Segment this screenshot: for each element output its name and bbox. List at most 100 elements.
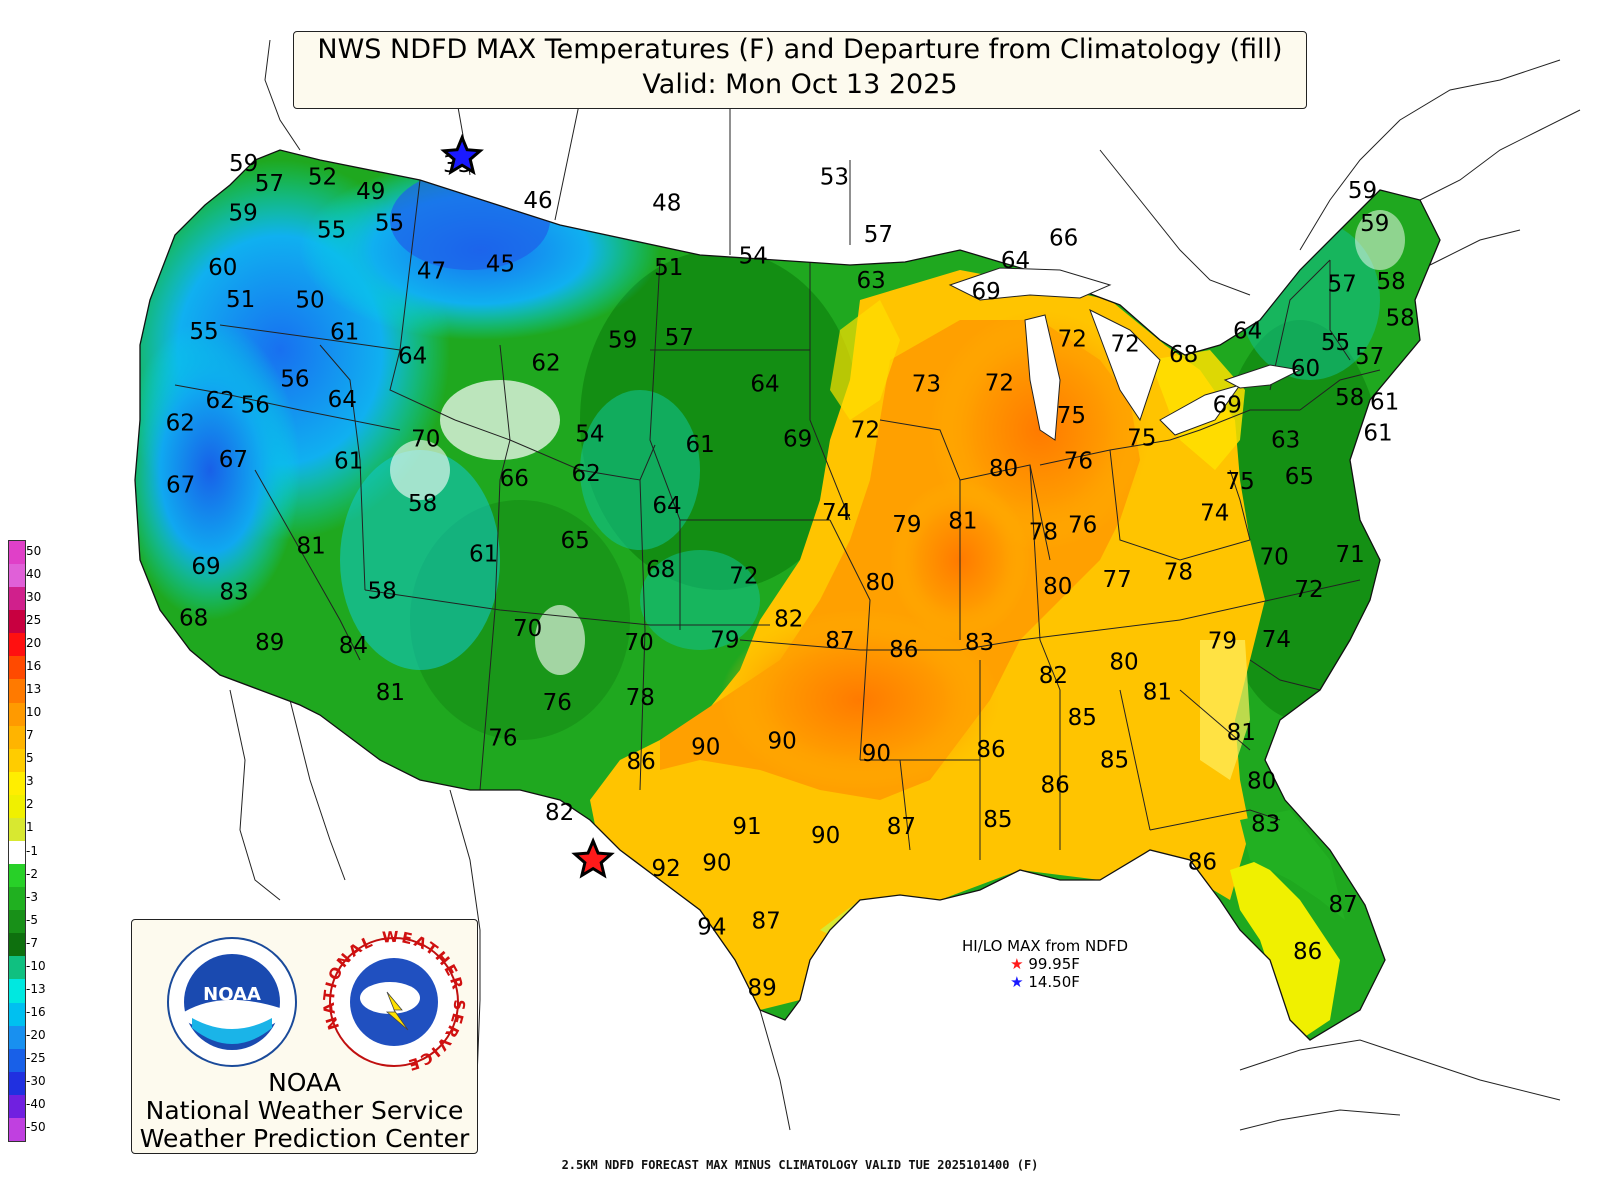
legend-label: -50: [26, 1120, 46, 1135]
temperature-value: 69: [191, 554, 220, 580]
temperature-value: 74: [822, 500, 851, 526]
temperature-value: 68: [646, 557, 675, 583]
temperature-value: 56: [280, 367, 309, 393]
legend-swatch: [9, 702, 25, 727]
state-borders: [174, 179, 1381, 860]
legend-swatch: [9, 725, 25, 750]
legend-swatch: [9, 1002, 25, 1027]
temperature-value: 85: [1068, 705, 1097, 731]
temperature-value: 59: [229, 151, 258, 177]
temperature-value: 51: [226, 287, 255, 313]
temperature-value: 64: [328, 387, 357, 413]
temperature-value: 91: [732, 814, 761, 840]
legend-swatch: [9, 564, 25, 588]
temperature-value: 60: [1291, 356, 1320, 382]
temperature-value: 58: [408, 491, 437, 517]
logo-line-3: Weather Prediction Center: [139, 1124, 470, 1153]
temperature-value: 62: [531, 350, 560, 376]
temperature-value: 70: [513, 616, 542, 642]
temperature-value: 72: [1294, 577, 1323, 603]
temperature-value: 62: [166, 411, 195, 437]
temperature-value: 58: [1385, 306, 1414, 332]
title-line-1: NWS NDFD MAX Temperatures (F) and Depart…: [317, 34, 1283, 65]
legend-label: -30: [26, 1074, 46, 1089]
lo-star-icon: ★: [1010, 973, 1024, 991]
legend-label: 7: [26, 728, 34, 743]
temperature-value: 76: [1064, 449, 1093, 475]
temperature-value: 57: [864, 222, 893, 248]
hilo-box: HI/LO MAX from NDFD ★ 99.95F ★ 14.50F: [960, 937, 1130, 991]
agency-logos: NOAA NATIONAL WEATHER SERVICE: [167, 928, 467, 1075]
great-lakes: [948, 267, 1302, 441]
temperature-value: 52: [308, 165, 337, 191]
temperature-value: 75: [1225, 469, 1254, 495]
legend-label: 20: [26, 635, 42, 650]
map-title: NWS NDFD MAX Temperatures (F) and Depart…: [293, 31, 1307, 109]
legend-label: 3: [26, 774, 34, 789]
temperature-value: 51: [654, 255, 683, 281]
temperature-value: 86: [627, 749, 656, 775]
temperature-value: 80: [865, 570, 894, 596]
temperature-value: 83: [965, 630, 994, 656]
temperature-value: 90: [691, 734, 720, 760]
temperature-value: 70: [624, 630, 653, 656]
legend-label: 10: [26, 705, 42, 720]
temperature-value: 86: [1188, 850, 1217, 876]
temperature-value: 50: [295, 287, 324, 313]
temperature-value: 79: [710, 628, 739, 654]
temperature-value: 71: [1336, 542, 1365, 568]
temperature-value: 78: [1164, 560, 1193, 586]
low-max-star-icon: [440, 133, 484, 176]
temperature-value: 59: [608, 327, 637, 353]
temperature-value: 76: [488, 726, 517, 752]
temperature-value: 64: [652, 493, 681, 519]
temperature-value: 75: [1127, 426, 1156, 452]
neighbor-borders: [229, 39, 1581, 1131]
legend-label: -2: [26, 866, 38, 881]
temperature-value: 59: [229, 201, 258, 227]
temperature-value: 74: [1262, 627, 1291, 653]
temperature-value: 81: [1143, 679, 1172, 705]
legend-swatch: [9, 1094, 25, 1119]
temperature-value: 83: [219, 580, 248, 606]
temperature-value: 61: [1363, 421, 1392, 447]
legend-label: -7: [26, 935, 38, 950]
legend-swatch: [9, 771, 25, 796]
legend-swatch: [9, 794, 25, 819]
temperature-value: 74: [1200, 500, 1229, 526]
temperature-value: 84: [339, 633, 368, 659]
temperature-labels: 5957524933595555464860515047455154535561…: [166, 151, 1415, 1001]
temperature-value: 90: [768, 729, 797, 755]
temperature-value: 79: [892, 512, 921, 538]
legend-swatch: [9, 679, 25, 704]
legend-label: 40: [26, 566, 42, 581]
temperature-value: 72: [985, 371, 1014, 397]
temperature-value: 62: [572, 461, 601, 487]
temperature-value: 78: [626, 685, 655, 711]
legend-label: 5: [26, 751, 34, 766]
temperature-value: 57: [665, 325, 694, 351]
legend-swatch: [9, 817, 25, 842]
temperature-value: 64: [1001, 248, 1030, 274]
temperature-value: 61: [469, 542, 498, 568]
temperature-value: 72: [1111, 331, 1140, 357]
temperature-value: 72: [851, 418, 880, 444]
temperature-value: 80: [1109, 649, 1138, 675]
legend-swatch: [9, 633, 25, 657]
temperature-value: 86: [976, 737, 1005, 763]
temperature-value: 57: [255, 171, 284, 197]
temperature-value: 66: [500, 466, 529, 492]
noaa-logo-icon: NOAA: [167, 937, 297, 1067]
temperature-value: 58: [1335, 385, 1364, 411]
temperature-value: 69: [1213, 393, 1242, 419]
temperature-value: 69: [972, 279, 1001, 305]
temperature-value: 78: [1029, 519, 1058, 545]
temperature-value: 45: [486, 251, 515, 277]
temperature-value: 63: [1271, 427, 1300, 453]
temperature-value: 81: [376, 680, 405, 706]
legend-label: -10: [26, 958, 46, 973]
legend-label: -16: [26, 1005, 46, 1020]
nws-logo-icon: NATIONAL WEATHER SERVICE: [320, 928, 467, 1075]
legend-label: -13: [26, 982, 46, 996]
